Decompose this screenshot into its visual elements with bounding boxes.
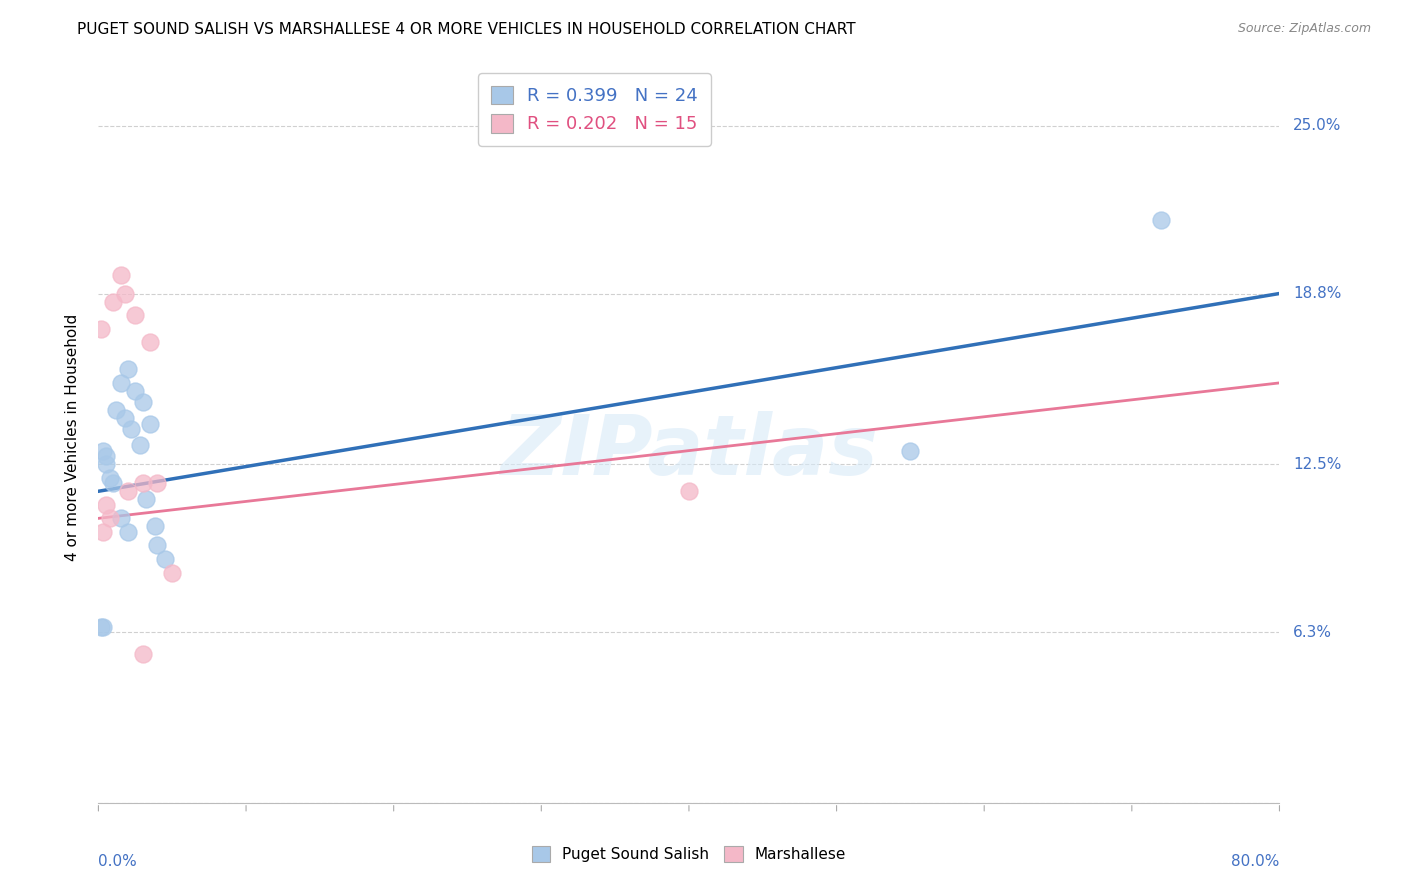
Point [143, 519, 166, 533]
Point [103, 294, 125, 309]
Point [91, 443, 114, 458]
Point [132, 395, 155, 409]
Point [90, 322, 112, 336]
Point [90, 620, 112, 634]
Point [117, 524, 139, 539]
Point [105, 403, 128, 417]
Point [98, 471, 121, 485]
Text: ZIPatlas: ZIPatlas [501, 411, 877, 492]
Point [146, 538, 169, 552]
Point [114, 286, 136, 301]
Point [900, 443, 922, 458]
Y-axis label: 4 or more Vehicles in Household: 4 or more Vehicles in Household [65, 313, 80, 561]
Point [162, 566, 183, 580]
Point [120, 422, 142, 436]
Point [132, 476, 155, 491]
Point [94, 449, 117, 463]
Point [98, 511, 121, 525]
Point [1150, 213, 1173, 227]
Point [110, 376, 132, 390]
Point [135, 492, 157, 507]
Legend: Puget Sound Salish, Marshallese: Puget Sound Salish, Marshallese [526, 840, 852, 868]
Point [117, 484, 139, 499]
Text: 18.8%: 18.8% [1294, 286, 1341, 301]
Text: 0.0%: 0.0% [98, 854, 138, 869]
Text: 25.0%: 25.0% [1294, 118, 1341, 133]
Text: 80.0%: 80.0% [1232, 854, 1279, 869]
Point [91, 524, 114, 539]
Point [94, 498, 117, 512]
Point [153, 552, 176, 566]
Point [91, 620, 114, 634]
Point [124, 308, 146, 322]
Point [146, 476, 169, 491]
Text: PUGET SOUND SALISH VS MARSHALLESE 4 OR MORE VEHICLES IN HOUSEHOLD CORRELATION CH: PUGET SOUND SALISH VS MARSHALLESE 4 OR M… [77, 22, 856, 37]
Point [124, 384, 146, 398]
Point [103, 476, 125, 491]
Point [117, 362, 139, 376]
Text: Source: ZipAtlas.com: Source: ZipAtlas.com [1237, 22, 1371, 36]
Point [678, 484, 700, 499]
Point [110, 511, 132, 525]
Text: 6.3%: 6.3% [1294, 624, 1333, 640]
Point [114, 411, 136, 425]
Point [139, 417, 162, 431]
Text: 12.5%: 12.5% [1294, 457, 1341, 472]
Point [94, 457, 117, 471]
Point [128, 438, 150, 452]
Point [110, 268, 132, 282]
Point [132, 647, 155, 661]
Point [139, 335, 162, 350]
